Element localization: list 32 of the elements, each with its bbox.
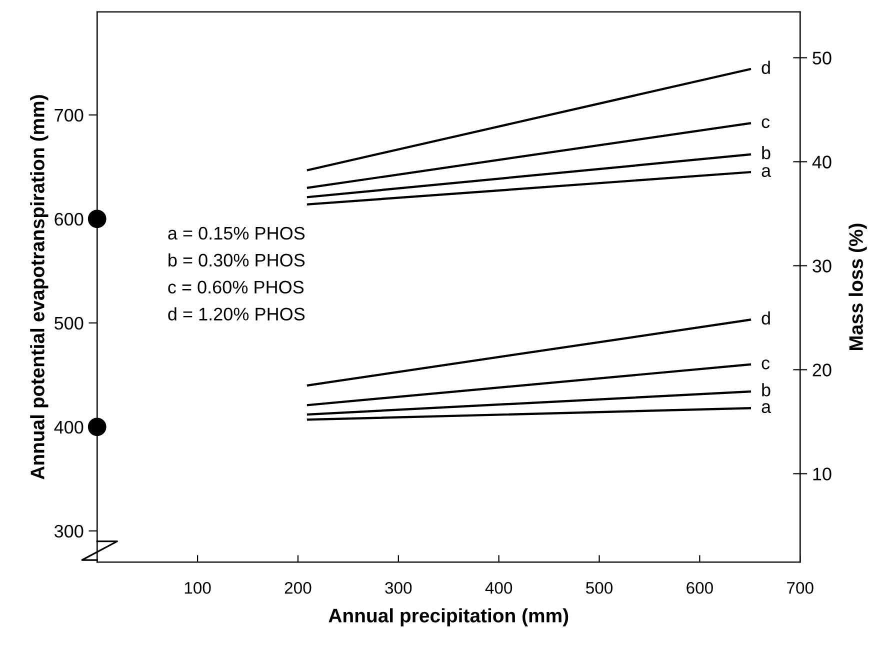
annotation: c = 0.60% PHOS xyxy=(168,280,304,294)
y2-tick-label: 40 xyxy=(812,156,832,168)
x-tick-label: 400 xyxy=(485,582,512,594)
annotation: b = 0.30% PHOS xyxy=(168,253,305,267)
annotation: d = 1.20% PHOS xyxy=(168,307,305,320)
y-tick-label: 700 xyxy=(54,108,84,122)
series-label: d xyxy=(762,60,770,74)
y-axis-title: Annual potential evapotranspiration (mm) xyxy=(30,95,48,480)
annotation: a = 0.15% PHOS xyxy=(168,226,305,240)
y2-tick-label: 20 xyxy=(812,364,832,376)
series-label: a xyxy=(762,167,772,177)
y-tick-label: 300 xyxy=(54,524,84,538)
series-label: b xyxy=(762,146,770,160)
x-tick-label: 500 xyxy=(586,582,613,594)
y2-tick-label: 10 xyxy=(813,468,832,480)
x-tick-label: 200 xyxy=(284,582,312,594)
x-axis-title: Annual precipitation (mm) xyxy=(328,608,568,626)
x-tick-label: 300 xyxy=(385,582,412,594)
y-tick-label: 400 xyxy=(54,420,84,434)
x-tick-label: 600 xyxy=(686,582,713,594)
y2-tick-label: 50 xyxy=(812,52,832,64)
series-label: c xyxy=(762,118,770,128)
y2-axis-title: Mass loss (%) xyxy=(848,224,867,350)
series-label: d xyxy=(762,311,770,325)
y2-tick-label: 30 xyxy=(812,260,832,272)
series-label: c xyxy=(762,359,770,370)
y-tick-label: 600 xyxy=(54,212,84,226)
series-label: a xyxy=(762,403,772,414)
x-tick-label: 700 xyxy=(787,582,814,594)
series-label: b xyxy=(762,383,770,396)
x-tick-label: 100 xyxy=(184,582,211,594)
y-tick-label: 500 xyxy=(54,316,84,330)
